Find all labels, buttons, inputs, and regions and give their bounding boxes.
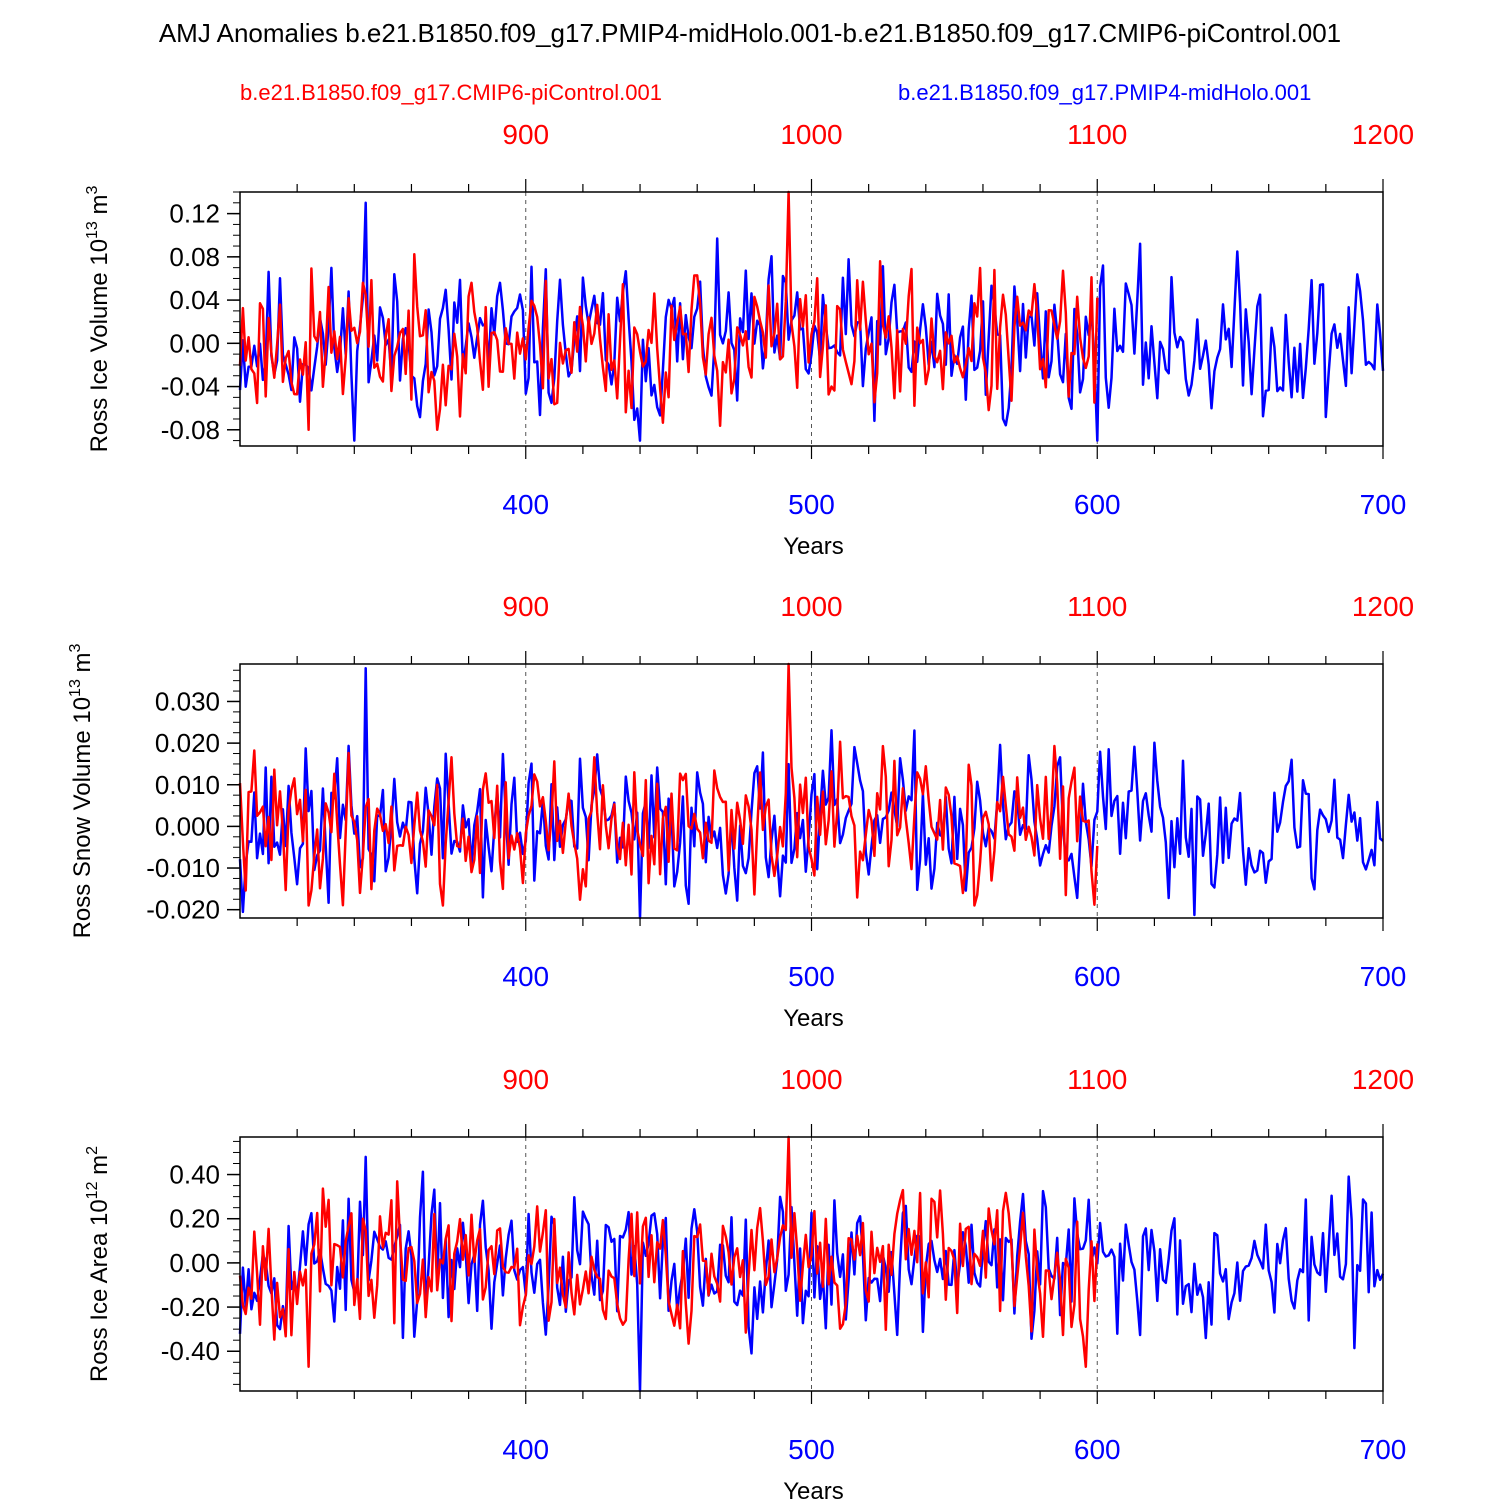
x-tick-label-top: 1100 xyxy=(1067,1064,1127,1095)
panel-3: -0.40 -0.20 0.00 0.20 0.40 400 500 600 700 900 100… xyxy=(84,1064,1414,1500)
x-tick-label-bottom: 500 xyxy=(788,1434,835,1465)
y-tick-label: -0.04 xyxy=(161,372,220,402)
y-tick-label: 0.020 xyxy=(155,728,220,758)
y-tick-label: 0.010 xyxy=(155,770,220,800)
x-tick-label-bottom: 700 xyxy=(1360,489,1407,520)
x-tick-label-top: 1200 xyxy=(1352,119,1414,150)
y-axis-label: Ross Ice Area 1012 m2 xyxy=(84,1146,113,1382)
x-tick-label-top: 900 xyxy=(502,119,549,150)
y-tick-label: 0.00 xyxy=(169,1248,220,1278)
x-axis-label: Years xyxy=(783,1005,844,1032)
series-line-picontrol xyxy=(238,662,1099,907)
x-tick-label-bottom: 700 xyxy=(1360,961,1407,992)
y-tick-label: 0.20 xyxy=(169,1204,220,1234)
x-tick-label-bottom: 700 xyxy=(1360,1434,1407,1465)
x-tick-label-top: 1000 xyxy=(780,1064,842,1095)
series-line-midholo xyxy=(238,201,1385,442)
x-tick-label-bottom: 600 xyxy=(1074,489,1121,520)
x-tick-label-bottom: 600 xyxy=(1074,1434,1121,1465)
y-tick-label: -0.010 xyxy=(146,853,220,883)
x-tick-label-bottom: 600 xyxy=(1074,961,1121,992)
x-tick-label-top: 1200 xyxy=(1352,591,1414,622)
x-tick-label-top: 900 xyxy=(502,1064,549,1095)
x-tick-label-bottom: 500 xyxy=(788,961,835,992)
y-tick-label: 0.000 xyxy=(155,811,220,841)
x-tick-label-top: 1000 xyxy=(780,591,842,622)
series-line-picontrol xyxy=(238,190,1099,432)
x-tick-label-top: 1200 xyxy=(1352,1064,1414,1095)
x-axis-label: Years xyxy=(783,533,844,560)
chart-title: AMJ Anomalies b.e21.B1850.f09_g17.PMIP4-… xyxy=(158,18,1342,48)
panel-1: -0.08 -0.04 0.00 0.04 0.08 0.12 400 500 600 700 90… xyxy=(84,119,1414,560)
x-tick-label-bottom: 400 xyxy=(502,1434,549,1465)
y-tick-label: 0.40 xyxy=(169,1160,220,1190)
panel-2: -0.020 -0.010 0.000 0.010 0.020 0.030 400 500 60… xyxy=(67,591,1414,1032)
y-tick-label: 0.08 xyxy=(169,242,220,272)
y-tick-label: -0.08 xyxy=(161,415,220,445)
y-tick-label: -0.020 xyxy=(146,895,220,925)
y-tick-label: 0.12 xyxy=(169,199,220,229)
y-tick-label: 0.030 xyxy=(155,686,220,716)
series-line-midholo xyxy=(238,1155,1385,1393)
legend-midholo: b.e21.B1850.f09_g17.PMIP4-midHolo.001 xyxy=(898,80,1312,105)
x-tick-label-bottom: 400 xyxy=(502,489,549,520)
y-tick-label: 0.04 xyxy=(169,285,220,315)
y-axis-label: Ross Snow Volume 1013 m3 xyxy=(67,643,96,938)
series-line-picontrol xyxy=(238,1135,1099,1368)
y-tick-label: -0.40 xyxy=(161,1336,220,1366)
x-tick-label-top: 1100 xyxy=(1067,119,1127,150)
x-tick-label-bottom: 500 xyxy=(788,489,835,520)
series-line-midholo xyxy=(238,666,1384,920)
x-tick-label-top: 1000 xyxy=(780,119,842,150)
x-tick-label-top: 1100 xyxy=(1067,591,1127,622)
x-axis-label: Years xyxy=(783,1478,844,1500)
y-axis-label: Ross Ice Volume 1013 m3 xyxy=(84,185,113,452)
x-tick-label-bottom: 400 xyxy=(502,961,549,992)
y-tick-label: -0.20 xyxy=(161,1292,220,1322)
x-tick-label-top: 900 xyxy=(502,591,549,622)
y-tick-label: 0.00 xyxy=(169,328,220,358)
legend-picontrol: b.e21.B1850.f09_g17.CMIP6-piControl.001 xyxy=(240,80,662,105)
